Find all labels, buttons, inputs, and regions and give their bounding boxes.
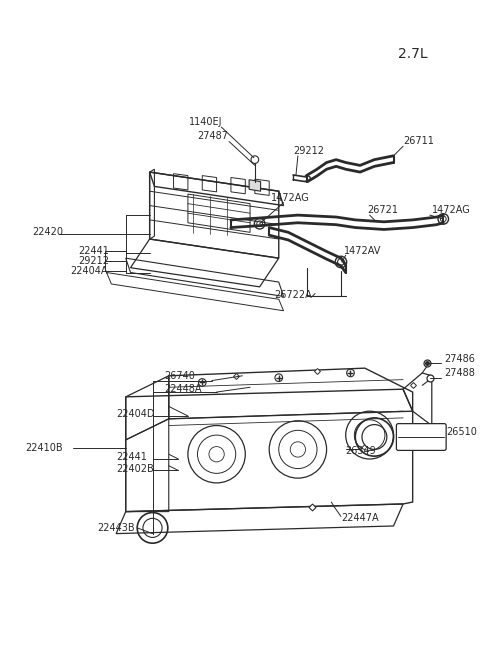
- Text: 26510: 26510: [446, 427, 477, 438]
- Text: 26711: 26711: [403, 136, 434, 147]
- Text: 22441: 22441: [78, 246, 109, 257]
- Polygon shape: [249, 179, 261, 191]
- Text: 22404D: 22404D: [116, 409, 155, 419]
- Text: 26722A: 26722A: [274, 290, 312, 299]
- FancyBboxPatch shape: [396, 424, 446, 451]
- Text: 22404A: 22404A: [70, 265, 108, 276]
- Text: 22447A: 22447A: [341, 514, 379, 523]
- Text: 29212: 29212: [293, 146, 324, 156]
- Text: 22410B: 22410B: [25, 443, 63, 453]
- Text: 1472AG: 1472AG: [271, 193, 310, 203]
- Text: 2.7L: 2.7L: [398, 47, 428, 62]
- Text: 26721: 26721: [367, 205, 398, 215]
- Text: 1140EJ: 1140EJ: [189, 117, 222, 127]
- Text: 27488: 27488: [444, 368, 475, 378]
- Text: 26349: 26349: [346, 446, 376, 457]
- Text: 27487: 27487: [197, 131, 228, 141]
- Text: 22441: 22441: [116, 452, 147, 462]
- Text: 22443B: 22443B: [97, 523, 135, 533]
- Text: 27486: 27486: [444, 354, 475, 364]
- Text: 1472AV: 1472AV: [344, 246, 381, 255]
- Text: 1472AG: 1472AG: [432, 205, 470, 215]
- Text: 26740: 26740: [164, 371, 195, 381]
- Text: 22448A: 22448A: [164, 384, 202, 394]
- Text: 22420: 22420: [32, 227, 63, 237]
- Text: 29212: 29212: [78, 256, 109, 266]
- Text: 22402B: 22402B: [116, 464, 154, 474]
